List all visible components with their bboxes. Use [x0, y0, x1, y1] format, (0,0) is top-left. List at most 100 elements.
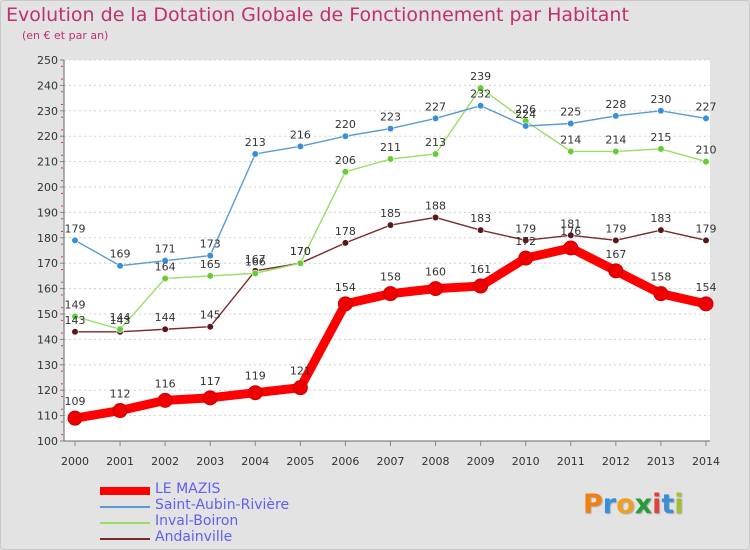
logo-letter: i — [652, 489, 662, 520]
data-point — [567, 119, 575, 128]
y-tick-label: 180 — [37, 232, 58, 245]
data-label: 179 — [695, 222, 716, 235]
data-label: 172 — [515, 235, 536, 248]
data-label: 213 — [425, 136, 446, 149]
data-point — [653, 286, 669, 302]
data-point — [477, 226, 485, 234]
data-point — [431, 213, 440, 222]
data-label: 117 — [200, 375, 221, 388]
data-label: 230 — [650, 93, 671, 106]
logo-letter: o — [616, 489, 635, 520]
data-point — [202, 390, 218, 406]
data-point — [341, 132, 350, 140]
data-label: 225 — [560, 106, 581, 119]
logo-letter: t — [661, 489, 675, 520]
data-point — [477, 84, 485, 92]
data-label: 239 — [470, 70, 491, 83]
data-label: 210 — [695, 144, 716, 157]
data-label: 154 — [335, 281, 356, 294]
data-label: 183 — [470, 212, 491, 225]
data-label: 161 — [470, 263, 491, 276]
data-label: 211 — [380, 141, 401, 154]
data-point — [428, 281, 444, 297]
legend-label: Inval-Boiron — [155, 513, 239, 529]
data-point — [206, 251, 214, 260]
data-label: 214 — [560, 133, 581, 146]
data-point — [567, 147, 575, 156]
data-point — [251, 269, 259, 277]
data-label: 224 — [515, 108, 536, 121]
x-tick-label: 2010 — [512, 455, 540, 468]
data-point — [112, 403, 128, 419]
data-label: 158 — [650, 271, 671, 284]
data-label: 173 — [200, 238, 221, 251]
y-tick-label: 160 — [37, 283, 58, 296]
data-label: 144 — [110, 311, 131, 324]
y-tick-label: 230 — [37, 105, 58, 118]
data-point — [563, 240, 579, 256]
data-point — [341, 168, 350, 176]
data-label: 165 — [200, 258, 221, 271]
data-point — [71, 328, 79, 336]
data-point — [612, 112, 620, 120]
plot-area — [64, 60, 710, 441]
x-tick-label: 2014 — [692, 455, 720, 468]
data-point — [522, 122, 530, 130]
data-point — [608, 263, 624, 279]
x-tick-label: 2000 — [61, 455, 89, 468]
data-label: 176 — [560, 225, 581, 238]
data-point — [612, 147, 620, 156]
data-point — [206, 272, 214, 280]
data-point — [116, 262, 124, 270]
x-tick-label: 2011 — [557, 455, 585, 468]
data-point — [161, 274, 169, 283]
logo-letter: P — [583, 489, 603, 520]
data-point — [518, 250, 534, 266]
data-label: 119 — [245, 370, 266, 383]
legend-swatch — [100, 522, 150, 524]
data-point — [382, 286, 398, 302]
data-point — [702, 236, 710, 244]
data-point — [386, 221, 395, 229]
data-point — [612, 236, 620, 244]
data-label: 164 — [155, 260, 176, 273]
data-point — [657, 107, 665, 115]
data-label: 188 — [425, 199, 446, 212]
data-point — [296, 142, 304, 150]
y-tick-label: 110 — [37, 410, 58, 423]
legend-label: LE MAZIS — [155, 481, 221, 497]
data-label: 185 — [380, 207, 401, 220]
x-tick-label: 2013 — [647, 455, 675, 468]
data-point — [161, 257, 169, 265]
data-point — [157, 392, 173, 408]
y-tick-label: 250 — [37, 54, 58, 67]
data-label: 183 — [650, 212, 671, 225]
data-label: 116 — [155, 377, 176, 390]
data-point — [341, 239, 350, 247]
data-label: 223 — [380, 111, 401, 124]
data-label: 213 — [245, 136, 266, 149]
data-label: 149 — [65, 299, 86, 312]
data-point — [386, 155, 395, 163]
x-tick-label: 2005 — [286, 455, 314, 468]
legend-swatch — [100, 487, 150, 495]
data-label: 169 — [110, 248, 131, 261]
data-point — [296, 259, 304, 267]
x-tick-label: 2002 — [151, 455, 179, 468]
data-point — [386, 124, 395, 133]
data-label: 178 — [335, 225, 356, 238]
y-tick-label: 200 — [37, 181, 58, 194]
data-point — [67, 410, 83, 426]
series-saint-aubin-rivi-re — [71, 102, 710, 270]
data-label: 227 — [425, 100, 446, 113]
chart-subtitle: (en € et par an) — [22, 29, 109, 42]
y-tick-label: 220 — [37, 130, 58, 143]
data-label: 109 — [65, 395, 86, 408]
data-label: 158 — [380, 271, 401, 284]
x-tick-label: 2001 — [106, 455, 134, 468]
data-point — [567, 231, 575, 239]
x-tick-label: 2006 — [331, 455, 359, 468]
data-label: 206 — [335, 154, 356, 167]
x-tick-label: 2008 — [422, 455, 450, 468]
data-label: 167 — [245, 253, 266, 266]
